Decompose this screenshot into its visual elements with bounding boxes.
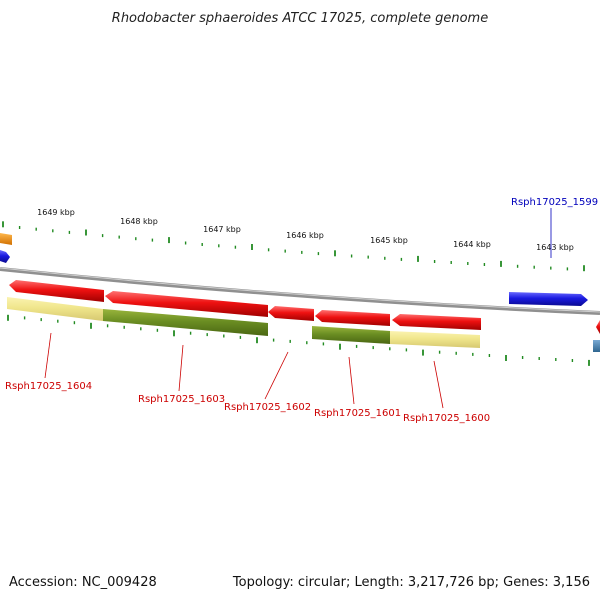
edge-cds-orange: [0, 233, 12, 245]
gene-label-rsph17025-1604[interactable]: Rsph17025_1604: [5, 381, 92, 392]
cds-rsph17025-1599[interactable]: [509, 292, 588, 306]
edge-cds-steel-right: [593, 340, 600, 352]
cog-track: [7, 297, 480, 348]
kbp-label-1646: 1646 kbp: [286, 231, 324, 240]
genome-backbone: [0, 267, 600, 315]
cog-block-rsph17025-1603[interactable]: [103, 309, 268, 336]
leader-rsph17025-1601: [348, 356, 355, 405]
gene-labels: Rsph17025_1604 Rsph17025_1603 Rsph17025_…: [5, 197, 598, 424]
cds-rsph17025-1601[interactable]: [315, 310, 390, 326]
leader-rsph17025-1602: [264, 351, 289, 400]
genome-summary-text: Topology: circular; Length: 3,217,726 bp…: [232, 575, 590, 590]
cds-rsph17025-1602[interactable]: [268, 306, 314, 321]
cds-rsph17025-1603[interactable]: [105, 291, 268, 317]
leader-rsph17025-1600: [433, 360, 444, 409]
kbp-label-1649: 1649 kbp: [37, 208, 75, 217]
label-leaders: [44, 208, 552, 409]
cog-block-rsph17025-1601[interactable]: [312, 326, 390, 344]
cds-track-minus: [9, 280, 481, 330]
cog-block-rsph17025-1604[interactable]: [7, 297, 103, 321]
inner-tick-track: [7, 314, 590, 366]
kbp-scale-labels: 1649 kbp 1648 kbp 1647 kbp 1646 kbp 1645…: [37, 208, 574, 252]
edge-cds-red-right: [596, 320, 600, 334]
gene-label-rsph17025-1599[interactable]: Rsph17025_1599: [511, 197, 598, 208]
outer-tick-track: [2, 221, 585, 272]
edge-cds-blue-left: [0, 250, 10, 263]
kbp-label-1648: 1648 kbp: [120, 217, 158, 226]
kbp-label-1647: 1647 kbp: [203, 225, 241, 234]
kbp-label-1643: 1643 kbp: [536, 243, 574, 252]
genome-backbone-highlight: [0, 267, 600, 313]
accession-text: Accession: NC_009428: [9, 575, 157, 590]
leader-rsph17025-1603: [178, 344, 184, 392]
kbp-label-1644: 1644 kbp: [453, 240, 491, 249]
cds-rsph17025-1600[interactable]: [392, 314, 481, 330]
leader-rsph17025-1604: [44, 332, 52, 379]
map-title: Rhodobacter sphaeroides ATCC 17025, comp…: [112, 11, 488, 26]
cds-rsph17025-1604[interactable]: [9, 280, 104, 302]
gene-label-rsph17025-1603[interactable]: Rsph17025_1603: [138, 394, 225, 405]
kbp-label-1645: 1645 kbp: [370, 236, 408, 245]
gene-label-rsph17025-1601[interactable]: Rsph17025_1601: [314, 408, 401, 419]
cds-track-plus: [509, 292, 588, 306]
gene-label-rsph17025-1602[interactable]: Rsph17025_1602: [224, 402, 311, 413]
gene-label-rsph17025-1600[interactable]: Rsph17025_1600: [403, 413, 490, 424]
cog-block-rsph17025-1600[interactable]: [390, 331, 480, 348]
